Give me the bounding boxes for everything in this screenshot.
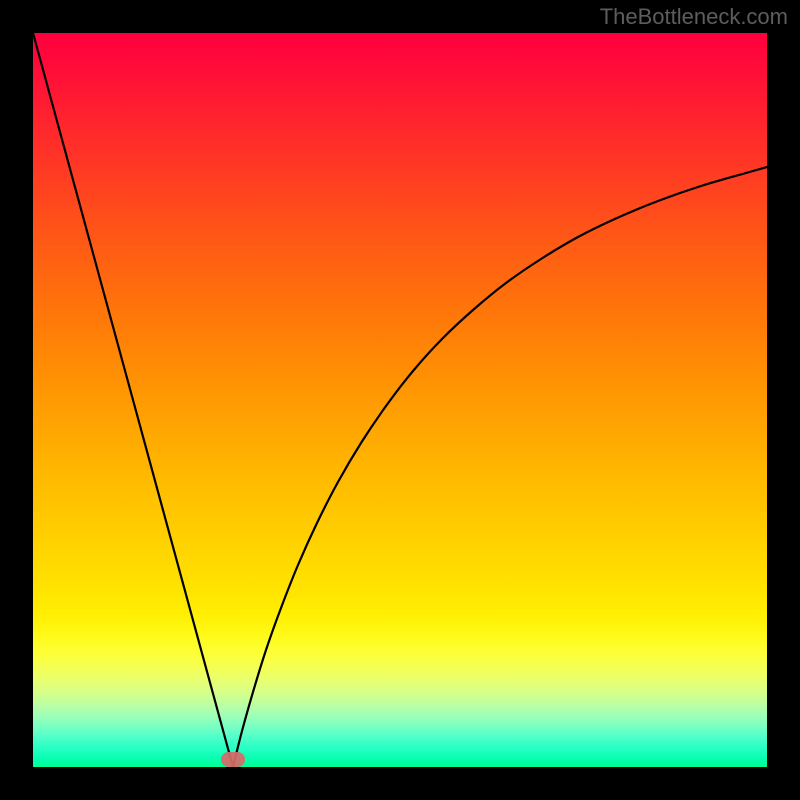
vertex-marker bbox=[221, 752, 245, 767]
attribution-label: TheBottleneck.com bbox=[600, 4, 788, 30]
gradient-background bbox=[33, 33, 767, 767]
chart-svg bbox=[0, 0, 800, 800]
chart-container: TheBottleneck.com bbox=[0, 0, 800, 800]
